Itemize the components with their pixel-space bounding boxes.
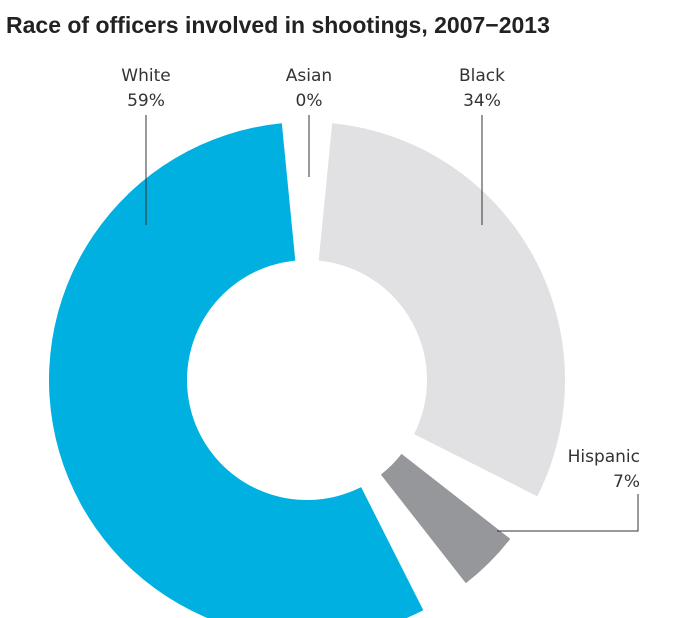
label-asian-name: Asian bbox=[286, 66, 332, 86]
label-black-name: Black bbox=[459, 66, 505, 86]
label-white-value: 59% bbox=[127, 91, 165, 111]
label-asian-value: 0% bbox=[296, 91, 323, 111]
leader-line-hispanic bbox=[497, 494, 639, 532]
chart-title: Race of officers involved in shootings, … bbox=[6, 12, 550, 38]
slice-white bbox=[49, 123, 424, 618]
slice-black bbox=[318, 123, 565, 497]
slice-hispanic bbox=[380, 453, 511, 584]
label-hispanic-name: Hispanic bbox=[568, 447, 640, 467]
label-black-value: 34% bbox=[463, 91, 501, 111]
label-white-name: White bbox=[121, 66, 170, 86]
label-hispanic-value: 7% bbox=[613, 472, 640, 492]
